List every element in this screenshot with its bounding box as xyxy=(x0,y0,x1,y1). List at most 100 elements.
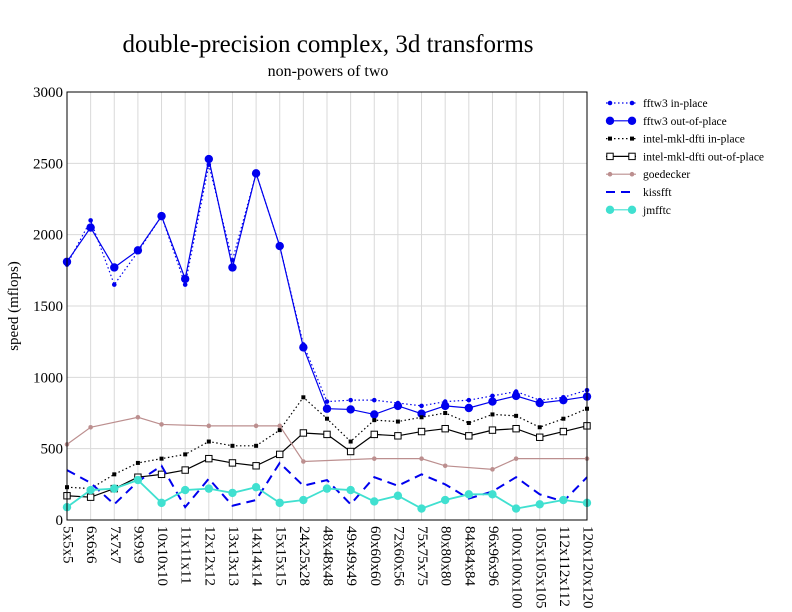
data-point xyxy=(301,459,306,464)
x-tick-label: 49x49x49 xyxy=(343,526,359,586)
data-point xyxy=(111,282,117,287)
legend-entry: jmfftc xyxy=(605,205,671,217)
x-tick-label: 84x84x84 xyxy=(461,526,477,587)
data-point xyxy=(629,171,635,177)
plot-frame xyxy=(66,91,588,521)
data-point xyxy=(514,413,519,418)
legend-entry: intel-mkl-dfti in-place xyxy=(606,134,745,146)
data-point xyxy=(301,395,306,400)
data-point xyxy=(442,463,448,469)
data-point xyxy=(630,136,634,141)
y-tick-label: 2000 xyxy=(33,228,63,244)
data-point xyxy=(606,152,614,161)
data-point xyxy=(86,485,95,495)
data-point xyxy=(488,397,497,406)
data-point xyxy=(346,447,355,456)
legend-label: intel-mkl-dfti out-of-place xyxy=(643,151,764,163)
data-point xyxy=(324,399,330,404)
data-point xyxy=(535,500,544,509)
data-point xyxy=(607,100,613,106)
data-point xyxy=(561,416,566,421)
x-tick-label: 12x12x12 xyxy=(201,526,217,586)
data-point xyxy=(559,395,568,405)
x-tick-label: 96x96x96 xyxy=(485,526,501,587)
data-point xyxy=(251,169,261,178)
legend-label: fftw3 in-place xyxy=(643,98,708,110)
x-tick-label: 13x13x13 xyxy=(225,526,241,586)
data-point xyxy=(299,343,308,352)
data-point xyxy=(277,428,282,433)
data-point xyxy=(157,470,166,479)
data-point xyxy=(490,412,495,417)
data-point xyxy=(440,401,450,411)
series-layer xyxy=(62,154,592,513)
y-ticks: 0 500 1000 1500 2000 2500 3000 xyxy=(33,85,63,529)
data-point xyxy=(536,433,544,441)
series-kissfft xyxy=(66,461,588,509)
legend-entry: goedecker xyxy=(606,169,690,181)
data-point xyxy=(299,429,308,437)
data-point xyxy=(135,414,141,420)
series-intel-mkl-dfti-out-of-place xyxy=(63,422,591,501)
data-point xyxy=(512,424,520,433)
data-point xyxy=(346,485,355,495)
data-point xyxy=(133,246,143,255)
data-point xyxy=(419,415,424,420)
data-point xyxy=(205,454,213,463)
legend-entry: fftw3 out-of-place xyxy=(605,116,727,128)
data-point xyxy=(346,405,355,414)
data-point xyxy=(608,136,612,141)
y-tick-label: 2500 xyxy=(33,156,63,172)
legend-entry: intel-mkl-dfti out-of-place xyxy=(606,151,764,163)
data-point xyxy=(417,504,426,513)
data-point xyxy=(627,205,637,214)
data-point xyxy=(251,482,261,492)
data-point xyxy=(112,472,117,477)
data-point xyxy=(254,443,259,448)
data-point xyxy=(253,423,259,429)
x-tick-label: 75x75x75 xyxy=(414,526,430,586)
grid xyxy=(66,91,588,521)
data-point xyxy=(230,443,235,448)
y-axis-label: speed (mflops) xyxy=(6,261,22,351)
x-tick-label: 72x60x56 xyxy=(390,526,406,587)
x-tick-label: 112x112x112 xyxy=(556,526,572,607)
data-point xyxy=(135,460,140,465)
data-point xyxy=(607,171,613,177)
x-tick-label: 10x10x10 xyxy=(154,526,170,586)
data-point xyxy=(394,432,402,440)
data-point xyxy=(370,430,378,439)
legend-label: kissfft xyxy=(643,187,672,199)
data-point xyxy=(419,403,424,409)
data-point xyxy=(348,397,353,403)
data-point xyxy=(157,211,166,221)
data-point xyxy=(511,391,521,401)
data-point xyxy=(466,420,471,425)
data-point xyxy=(370,497,379,506)
data-point xyxy=(181,466,189,474)
x-tick-label: 11x11x11 xyxy=(178,526,194,584)
data-point xyxy=(372,418,377,423)
data-point xyxy=(559,427,568,436)
data-point xyxy=(110,484,119,493)
x-tick-label: 6x6x6 xyxy=(83,526,99,564)
data-point xyxy=(511,504,521,513)
data-point xyxy=(322,404,332,413)
legend-entry: fftw3 in-place xyxy=(606,98,708,110)
data-point xyxy=(348,439,353,444)
data-point xyxy=(299,495,308,505)
data-point xyxy=(419,456,424,461)
data-point xyxy=(133,475,143,485)
data-point xyxy=(443,411,448,415)
data-point xyxy=(180,485,190,495)
y-tick-label: 500 xyxy=(41,442,64,458)
data-point xyxy=(490,393,495,399)
data-point xyxy=(159,456,164,461)
data-point xyxy=(275,498,284,508)
data-point xyxy=(86,493,95,501)
x-ticks: 5x5x5 6x6x6 7x7x7 9x9x9 10x10x10 11x11x11 12x1… xyxy=(60,526,596,609)
series-line xyxy=(66,461,588,509)
data-point xyxy=(628,152,636,161)
y-tick-label: 1000 xyxy=(33,370,63,386)
x-tick-label: 60x60x60 xyxy=(367,526,383,586)
